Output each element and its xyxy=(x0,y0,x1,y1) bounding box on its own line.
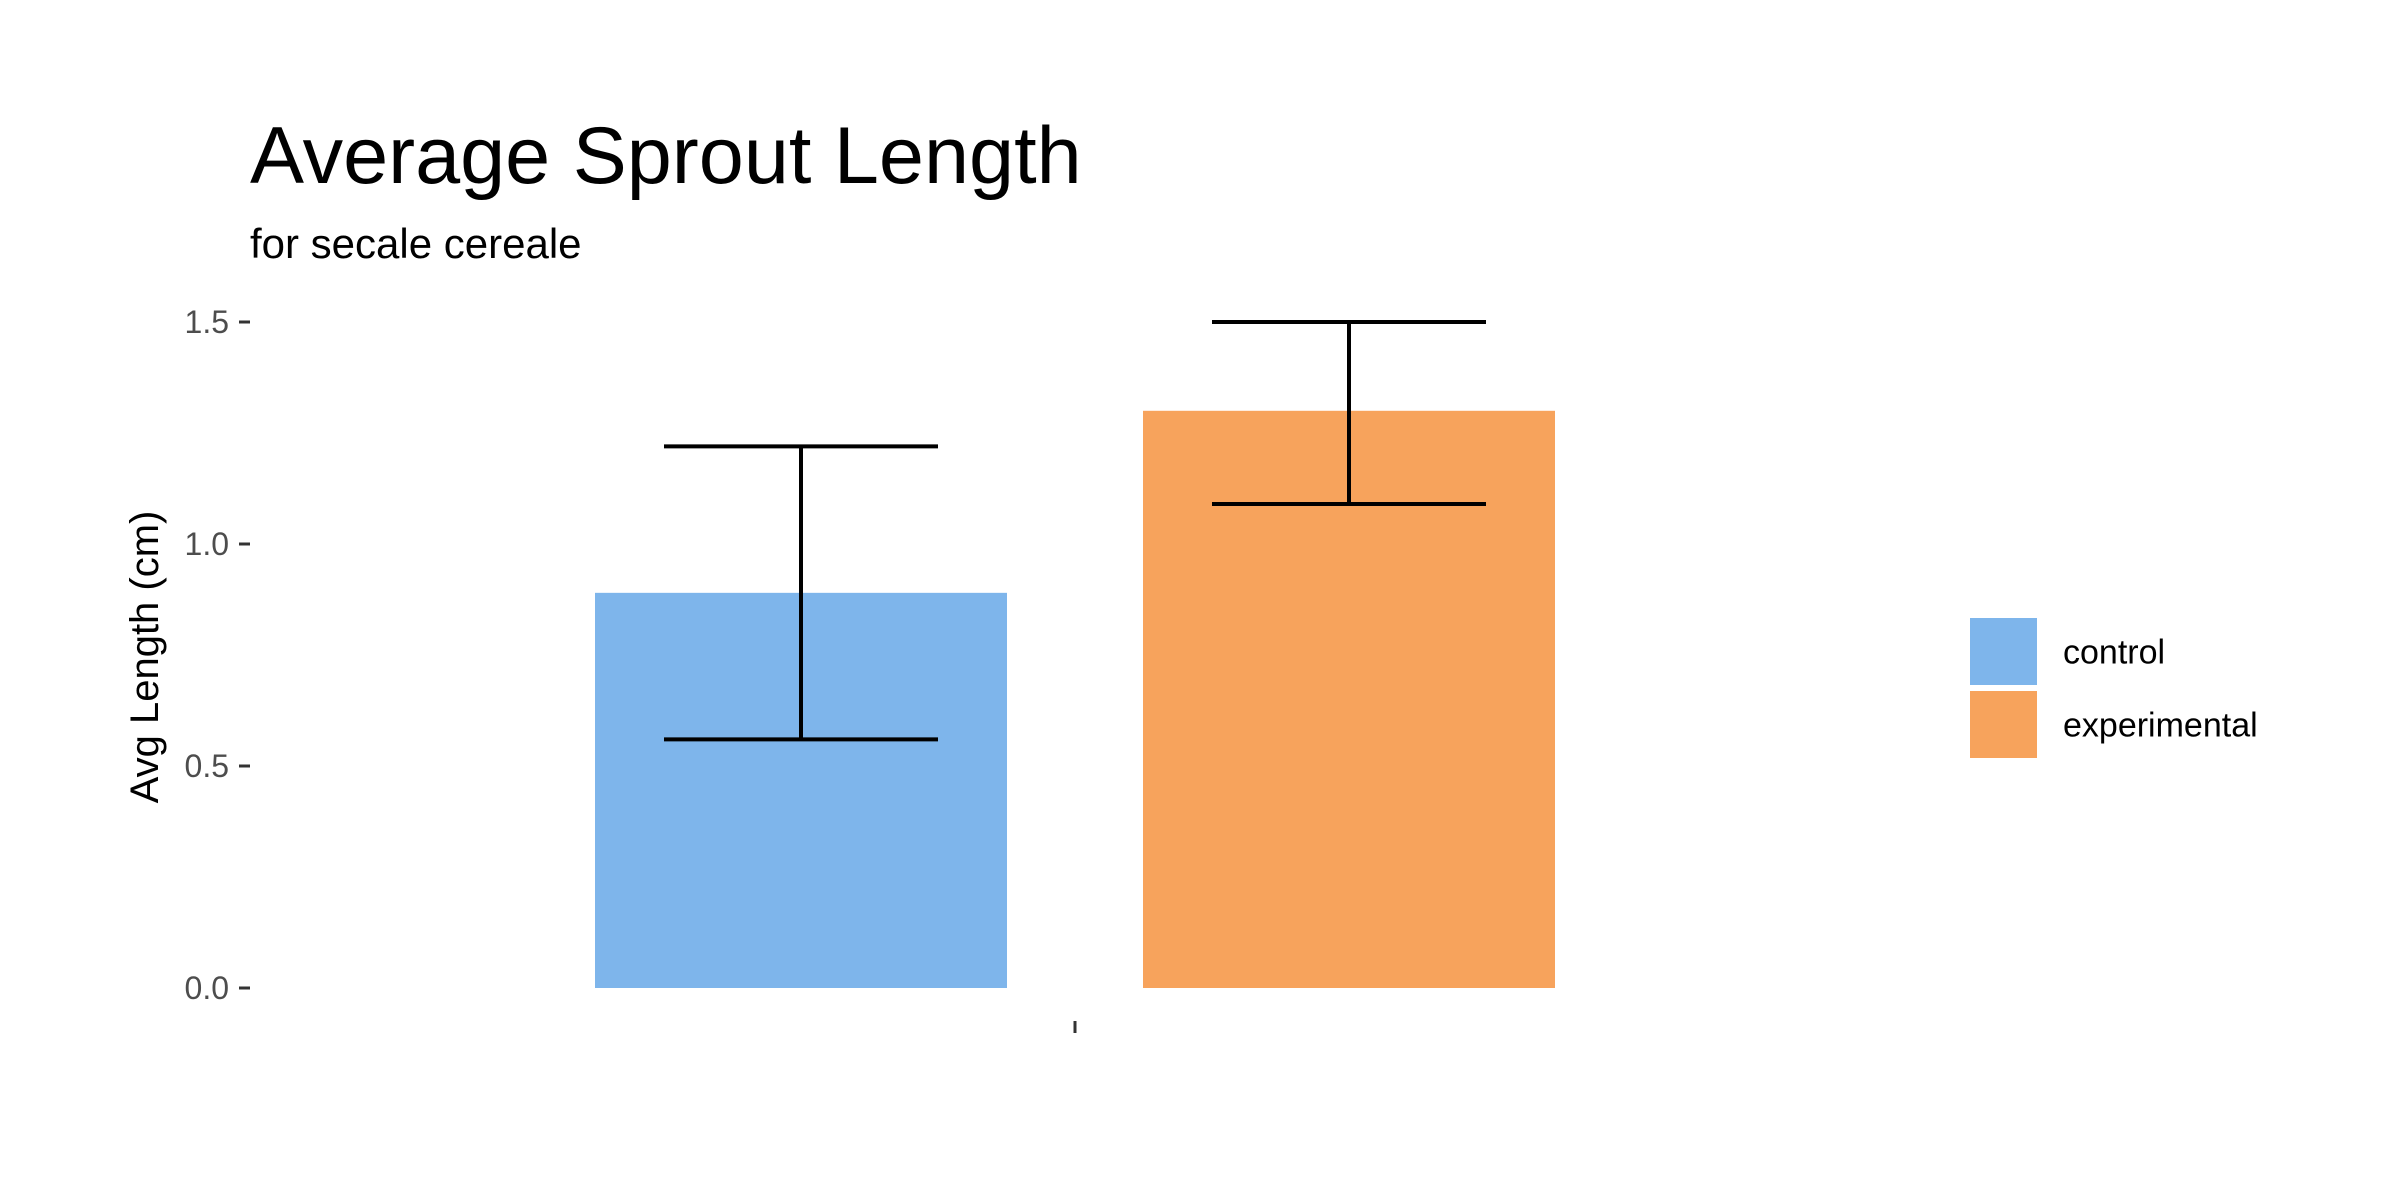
y-tick-label: 0.5 xyxy=(185,748,229,784)
legend-key-control xyxy=(1970,618,2037,685)
bar-experimental xyxy=(1143,410,1555,988)
error-bars xyxy=(664,320,1486,742)
chart-title: Average Sprout Length xyxy=(250,111,1082,201)
y-tick-label: 0.0 xyxy=(185,970,229,1006)
error-bar-control xyxy=(664,444,938,742)
y-axis: 0.0 0.5 1.0 1.5 xyxy=(185,304,250,1006)
legend-label-control: control xyxy=(2063,634,2165,672)
y-tick-label: 1.0 xyxy=(185,526,229,562)
error-bar-experimental xyxy=(1212,320,1486,507)
legend: control experimental xyxy=(1970,618,2258,758)
y-tick-label: 1.5 xyxy=(185,304,229,340)
legend-label-experimental: experimental xyxy=(2063,707,2258,745)
chart-subtitle: for secale cereale xyxy=(250,220,582,267)
y-axis-label: Avg Length (cm) xyxy=(123,511,167,804)
legend-key-experimental xyxy=(1970,691,2037,758)
bars xyxy=(595,410,1555,988)
